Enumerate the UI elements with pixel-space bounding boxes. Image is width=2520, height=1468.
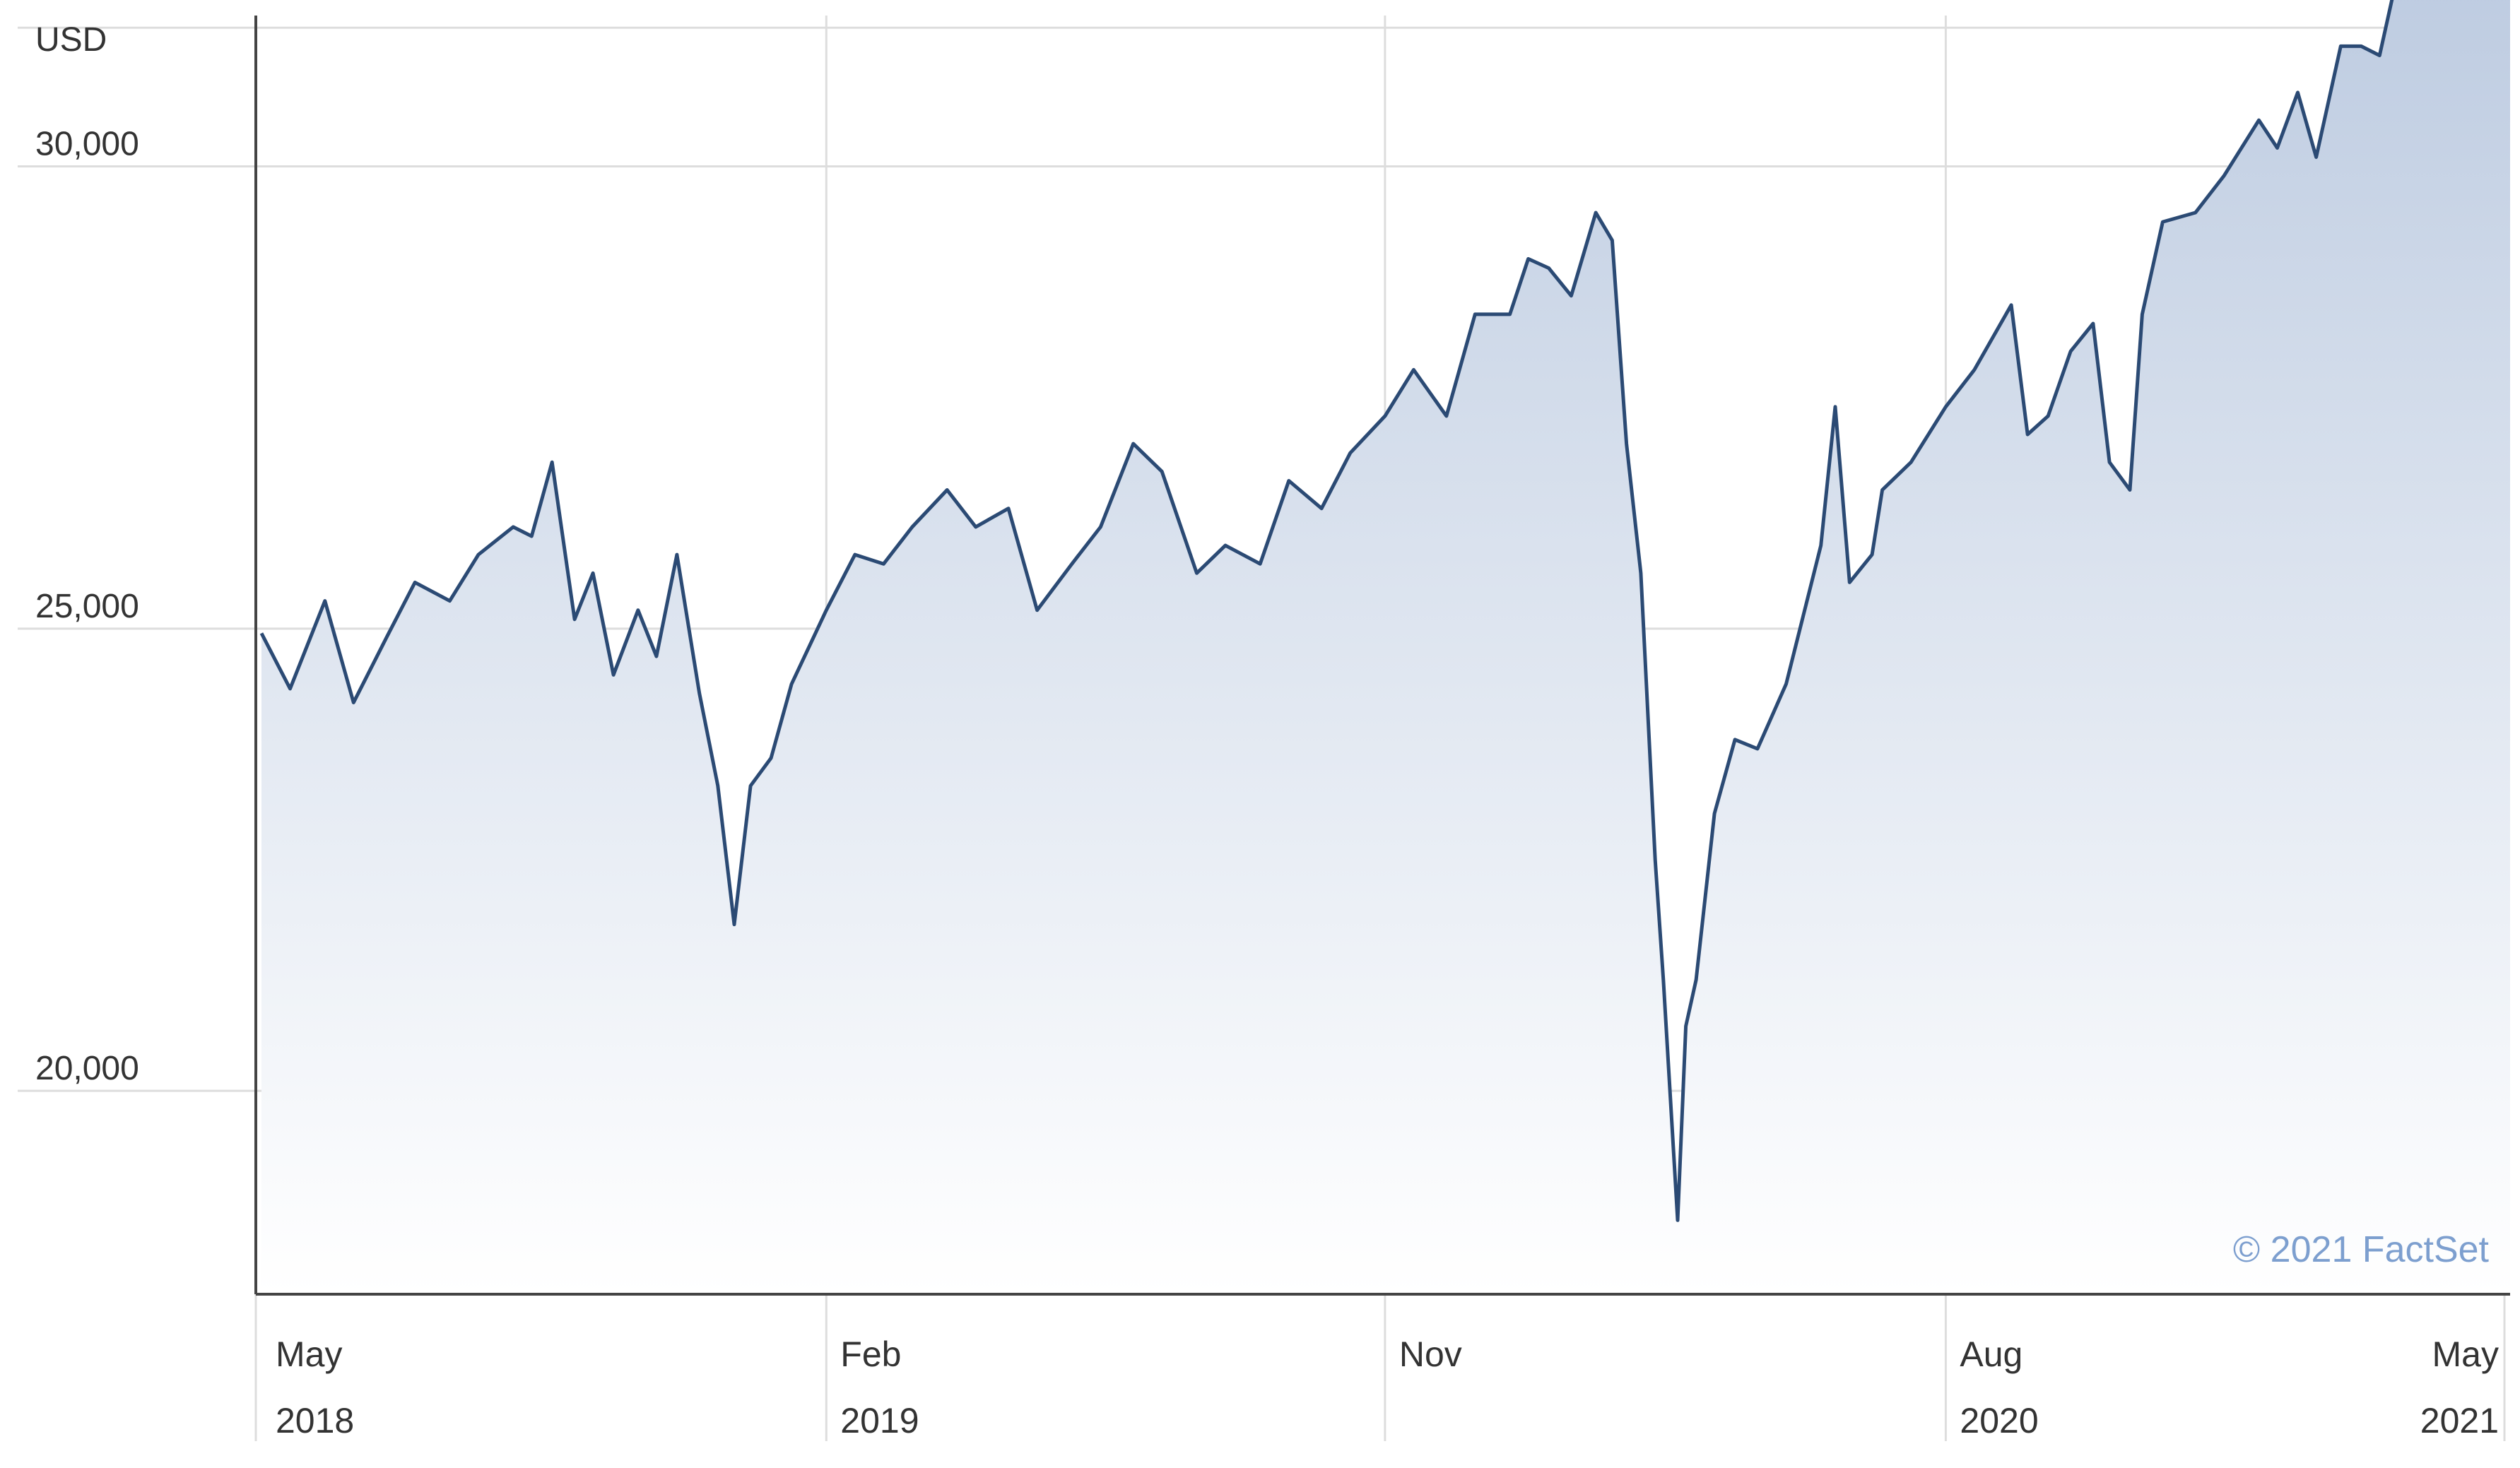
unit-label: USD: [35, 21, 107, 59]
axes: [254, 16, 2510, 1296]
price-line: [259, 0, 2394, 1222]
series-area: [259, 0, 2510, 1294]
y-tick-label: 30,000: [35, 126, 139, 163]
y-tick-labels: 20,000 25,000 30,000: [35, 126, 139, 1088]
x-tick-month: May: [276, 1334, 342, 1374]
x-tick-month: Nov: [1399, 1334, 1462, 1374]
x-tick-labels: May 2018 Feb 2019 Nov Aug 2020 May 2021: [276, 1334, 2499, 1440]
x-tick-month: May: [2432, 1334, 2499, 1374]
x-tick-month: Feb: [840, 1334, 901, 1374]
x-tick-year: 2020: [1960, 1401, 2038, 1440]
x-tick-year: 2019: [840, 1401, 919, 1440]
x-tick-year: 2018: [276, 1401, 354, 1440]
y-tick-label: 20,000: [35, 1050, 139, 1087]
x-tick-month: Aug: [1960, 1334, 2023, 1374]
x-tick-year: 2021: [2420, 1401, 2499, 1440]
credit-label: © 2021 FactSet: [2233, 1229, 2490, 1270]
area-fill: [261, 0, 2510, 1294]
y-tick-label: 25,000: [35, 588, 139, 625]
